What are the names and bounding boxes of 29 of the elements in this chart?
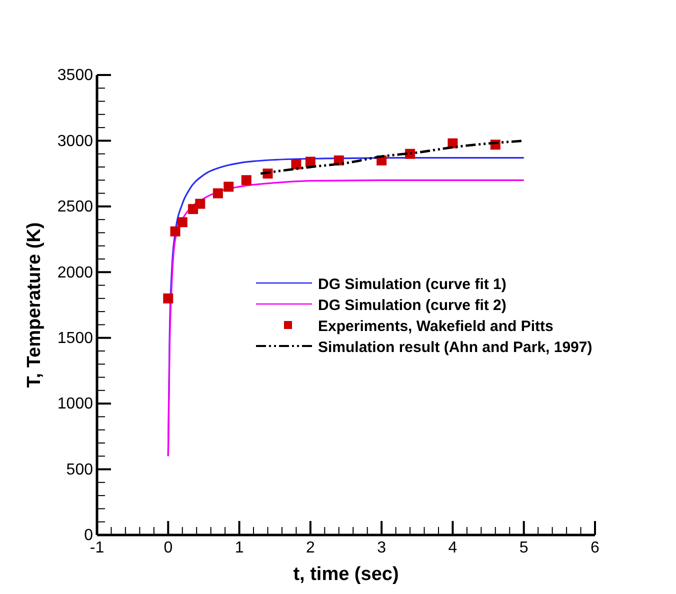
y-tick-label: 1500 <box>57 330 94 347</box>
legend-label: Experiments, Wakefield and Pitts <box>318 318 554 335</box>
y-tick-label: 3000 <box>57 132 94 150</box>
x-tick-label: 1 <box>234 539 244 556</box>
y-tick-label: 1000 <box>57 396 94 413</box>
point <box>212 188 223 198</box>
point <box>291 159 302 170</box>
point <box>241 175 252 186</box>
legend-label: DG Simulation (curve fit 1) <box>318 276 506 293</box>
legend-label: DG Simulation (curve fit 2) <box>318 297 506 314</box>
point <box>305 156 316 167</box>
y-tick-label: 500 <box>66 461 94 478</box>
x-tick-label: 4 <box>448 539 458 556</box>
point <box>224 182 234 192</box>
x-tick-label: 5 <box>519 539 528 556</box>
point <box>170 226 180 236</box>
x-tick-label: 0 <box>164 539 173 556</box>
y-tick-label: 2500 <box>57 198 94 216</box>
x-tick-label: 6 <box>590 539 600 556</box>
y-tick-label: 3500 <box>57 67 94 84</box>
point <box>177 217 188 228</box>
x-tick-label: 3 <box>377 539 386 556</box>
x-tick-label: 2 <box>306 539 315 556</box>
y-tick-label: 2000 <box>57 264 94 282</box>
legend-label: Simulation result (Ahn and Park, 1997) <box>318 339 592 356</box>
y-axis-title: T, Temperature (K) <box>24 222 45 388</box>
point <box>163 293 174 304</box>
x-axis-title: t, time (sec) <box>293 564 399 585</box>
point <box>195 198 206 209</box>
